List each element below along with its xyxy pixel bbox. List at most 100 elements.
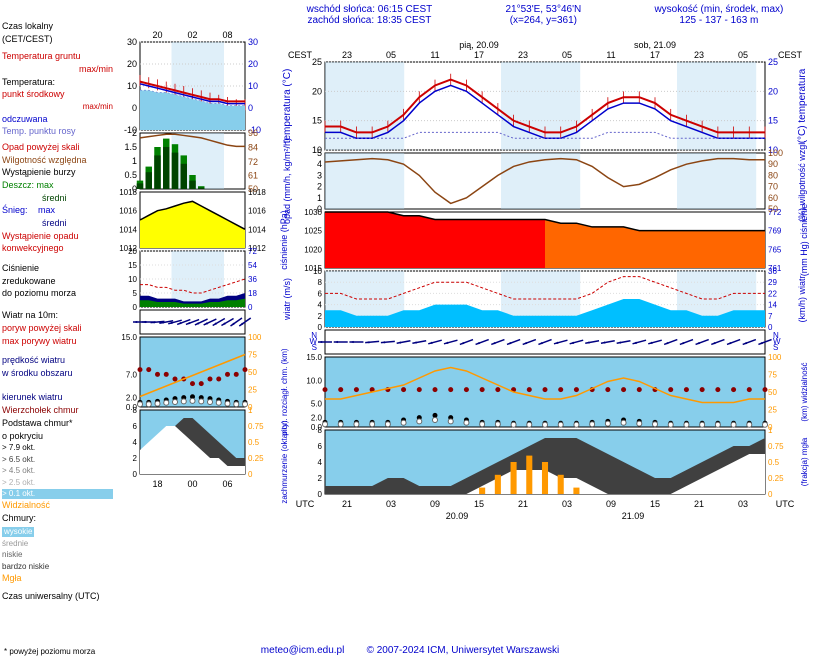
svg-text:15: 15 [768,116,778,126]
lbl-podst: Podstawa chmur* [2,418,113,430]
sunset: zachód słońca: 18:35 CEST [307,15,433,26]
svg-text:UTC: UTC [776,499,795,509]
svg-text:5: 5 [133,289,138,298]
lbl-okt79: > 7.9 okt. [2,443,113,453]
lbl-temp: Temperatura: [2,77,113,89]
lbl-okt45: > 4.5 okt. [2,466,113,476]
lbl-czas2: (CET/CEST) [2,34,113,46]
lbl-okt01: > 0.1 okt. [2,489,113,499]
svg-text:7: 7 [768,312,773,321]
svg-text:15.0: 15.0 [306,353,322,362]
lbl-deszcz: Deszcz: [2,180,34,190]
svg-text:00: 00 [187,479,197,489]
svg-text:4: 4 [318,301,323,310]
svg-text:CEST: CEST [288,50,313,60]
svg-text:10.0: 10.0 [306,376,322,385]
svg-text:100: 100 [248,333,262,342]
svg-text:3: 3 [317,170,322,180]
svg-text:0.5: 0.5 [124,170,137,180]
svg-text:11: 11 [606,50,615,60]
svg-text:0: 0 [248,103,253,113]
svg-text:36: 36 [768,267,777,276]
lbl-widz: Widzialność [2,500,113,512]
footer: meteo@icm.edu.pl © 2007-2024 ICM, Uniwer… [0,645,820,656]
svg-text:0.5: 0.5 [768,458,780,467]
svg-text:75: 75 [768,371,777,380]
svg-text:15: 15 [474,499,484,509]
sunrise: wschód słońca: 06:15 CEST [307,4,433,15]
svg-text:18: 18 [248,289,257,298]
svg-text:0.25: 0.25 [768,474,784,483]
lbl-wys: wysokie [2,527,34,537]
svg-text:03: 03 [738,499,748,509]
lbl-cisn3: do poziomu morza [2,288,113,300]
svg-text:70: 70 [768,182,778,192]
lbl-snieg: Śnieg: [2,205,28,215]
svg-text:4: 4 [317,159,322,169]
lbl-kier: kierunek wiatru [2,392,113,404]
svg-text:25: 25 [312,57,322,67]
svg-text:72: 72 [248,247,257,256]
elev-lbl: wysokość (min, środek, max) [654,4,783,15]
svg-text:25: 25 [768,57,778,67]
svg-text:1: 1 [132,156,137,166]
lbl-mgla: Mgła [2,573,113,585]
svg-text:21: 21 [518,499,528,509]
legend-column: Czas lokalny (CET/CEST) Temperatura grun… [0,0,115,660]
svg-text:25: 25 [768,406,777,415]
svg-text:ciśnienie (hPa): ciśnienie (hPa) [279,210,289,270]
svg-text:2: 2 [132,128,137,138]
lbl-okt25: > 2.5 okt. [2,478,113,488]
svg-text:60: 60 [768,193,778,203]
svg-text:1016: 1016 [119,207,137,216]
svg-text:1: 1 [768,426,773,435]
svg-text:14: 14 [768,301,777,310]
svg-text:6: 6 [318,289,323,298]
lbl-sred: średnie [2,539,113,549]
svg-text:0: 0 [248,470,253,479]
svg-text:22: 22 [768,289,777,298]
lbl-sredni: średni [2,193,113,205]
svg-text:2: 2 [318,312,323,321]
svg-text:0: 0 [768,490,773,499]
svg-text:05: 05 [562,50,572,60]
svg-text:15: 15 [650,499,660,509]
lbl-rosy: Temp. punktu rosy [2,126,113,138]
lbl-maxpor: max porywy wiatru [2,336,113,348]
svg-text:84: 84 [248,143,258,153]
svg-text:10: 10 [313,267,322,276]
lbl-poryw: poryw powyżej skali [2,323,113,335]
svg-text:100: 100 [768,353,782,362]
svg-text:11: 11 [430,50,439,60]
lbl-utc: Czas uniwersalny (UTC) [2,591,113,603]
svg-text:10: 10 [127,81,137,91]
svg-text:pią, 20.09: pią, 20.09 [459,40,499,50]
svg-text:8: 8 [318,278,323,287]
svg-text:03: 03 [562,499,572,509]
lbl-punkt: punkt środkowy [2,89,113,101]
svg-text:sob, 21.09: sob, 21.09 [634,40,676,50]
short-forecast-column: 200208-10-100010102020303000.511.5250617… [115,0,270,660]
svg-text:2: 2 [318,474,323,483]
svg-text:29: 29 [768,278,777,287]
svg-text:1014: 1014 [248,225,266,234]
svg-text:(mm Hg) ciśnienie: (mm Hg) ciśnienie [799,204,809,277]
svg-text:25: 25 [248,386,257,395]
svg-text:0.5: 0.5 [248,438,260,447]
svg-text:(frakcja) mgła: (frakcja) mgła [800,437,809,486]
lbl-konw: Wystąpienie opadu [2,231,113,243]
svg-text:54: 54 [248,261,257,270]
lbl-okt65: > 6.5 okt. [2,455,113,465]
svg-text:2: 2 [317,182,322,192]
svg-text:temperatura (°C): temperatura (°C) [282,69,293,144]
lbl-czas: Czas lokalny [2,21,113,33]
svg-text:(km/h) wiatr: (km/h) wiatr [797,275,807,322]
svg-text:1: 1 [317,193,322,203]
svg-text:S: S [312,343,317,352]
lbl-odcz: odczuwana [2,114,113,126]
lbl-opadsk: Opad powyżej skali [2,142,113,154]
svg-text:765: 765 [768,245,782,254]
lbl-tgruntu2: max/min [2,64,113,76]
copyright: © 2007-2024 ICM, Uniwersytet Warszawski [367,645,560,656]
svg-text:30: 30 [127,37,137,47]
